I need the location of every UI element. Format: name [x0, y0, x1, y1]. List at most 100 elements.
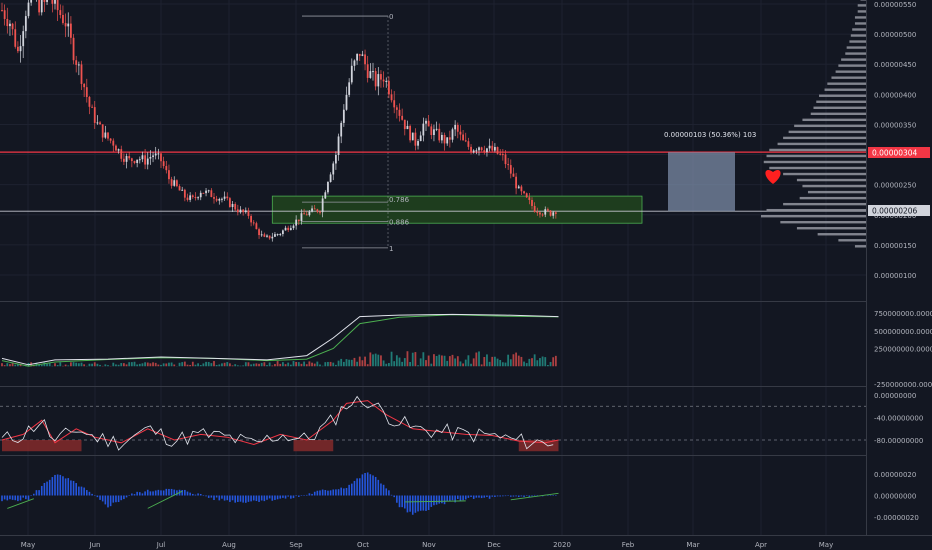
price-pane[interactable]: 0 0.786 0.886 1 0.00000103 (50.36%) 103: [0, 0, 866, 253]
macd-histogram-bar: [406, 495, 409, 513]
candle-body: [231, 204, 234, 208]
candle-body: [191, 195, 194, 198]
candle-body: [263, 234, 266, 237]
macd-signal-segment: [510, 492, 559, 501]
candle-body: [133, 161, 136, 163]
volume-profile-bar: [769, 166, 866, 170]
candle-body: [3, 10, 6, 19]
macd-pane[interactable]: [1, 472, 559, 515]
volume-bar: [443, 355, 446, 367]
candle-body: [62, 14, 64, 24]
projection-box[interactable]: [668, 152, 735, 212]
candle-body: [27, 2, 30, 17]
macd-histogram-bar: [366, 472, 369, 496]
candle-body: [372, 71, 374, 73]
macd-histogram-bar: [88, 491, 91, 496]
macd-histogram-bar: [86, 490, 88, 496]
fibonacci-zone[interactable]: [271, 195, 643, 224]
candle-body: [43, 0, 46, 2]
candle-body: [154, 153, 157, 156]
macd-histogram-bar: [168, 488, 170, 496]
candle-body: [56, 0, 59, 11]
macd-histogram-bar: [258, 495, 260, 502]
volume-profile-bar: [810, 112, 866, 116]
volume-axis[interactable]: 750000000.00000000 500000000.00000000 2500…: [874, 310, 932, 389]
candle-body: [319, 211, 321, 213]
volume-bar: [72, 362, 75, 367]
volume-bar: [117, 364, 120, 367]
macd-histogram-bar: [300, 495, 303, 496]
volume-profile-bar: [766, 154, 866, 158]
candle-body: [512, 173, 515, 177]
macd-histogram-bar: [340, 487, 342, 496]
volume-bar: [226, 362, 229, 367]
volume-bar: [88, 363, 91, 367]
macd-histogram-bar: [199, 494, 202, 496]
volume-bar: [406, 351, 409, 367]
volume-bar: [361, 360, 364, 367]
candle-body: [189, 195, 192, 200]
volume-bar: [115, 364, 117, 367]
candle-body: [491, 145, 494, 151]
volume-profile-bar: [854, 245, 866, 248]
candle-body: [409, 125, 411, 141]
macd-histogram-bar: [274, 495, 276, 500]
macd-tick-label: -0.00000020: [874, 514, 919, 522]
candle-body: [528, 197, 531, 200]
candle-body: [276, 234, 279, 236]
macd-axis[interactable]: 0.00000020 0.00000000 -0.00000020: [874, 471, 919, 522]
time-axis[interactable]: May Jun Jul Aug Sep Oct Nov Dec 2020 Feb Mar Apr May: [21, 541, 833, 549]
volume-profile-bar: [816, 100, 866, 103]
time-tick-label: Oct: [357, 541, 369, 549]
candle-body: [303, 213, 305, 215]
candle-body: [324, 192, 327, 199]
candle-body: [75, 60, 78, 65]
volume-bar: [279, 363, 282, 367]
oscillator-pane[interactable]: [0, 395, 866, 452]
price-tick-label: 0.00000150: [874, 242, 916, 250]
macd-histogram-bar: [149, 491, 152, 496]
macd-histogram-bar: [93, 495, 96, 496]
macd-histogram-bar: [276, 495, 279, 500]
volume-bar: [154, 362, 157, 367]
candle-body: [64, 23, 67, 27]
volume-bar: [162, 363, 165, 367]
macd-histogram-bar: [91, 493, 93, 496]
volume-profile-bar: [857, 4, 866, 7]
volume-bar: [43, 362, 46, 367]
oscillator-axis[interactable]: 0.00000000 -40.00000000 -80.00000000: [874, 392, 923, 445]
macd-histogram-bar: [396, 495, 398, 503]
candle-body: [448, 137, 451, 140]
macd-histogram-bar: [380, 483, 382, 496]
candle-body: [478, 147, 480, 151]
volume-bar: [149, 363, 152, 367]
macd-histogram-bar: [308, 493, 311, 496]
macd-histogram-bar: [316, 490, 319, 496]
volume-pane[interactable]: [1, 313, 559, 367]
candle-body: [441, 134, 443, 141]
volume-profile-bar: [813, 106, 866, 109]
macd-histogram-bar: [234, 495, 236, 503]
volume-profile-bar: [783, 172, 866, 176]
macd-histogram-bar: [247, 495, 250, 502]
macd-histogram-bar: [446, 495, 448, 501]
candle-body: [289, 228, 292, 231]
volume-bar: [456, 356, 459, 367]
volume-bar: [324, 362, 327, 367]
macd-histogram-bar: [202, 495, 205, 497]
volume-bar: [107, 365, 109, 367]
fib-label-0886: 0.886: [389, 218, 410, 226]
volume-bar: [467, 355, 470, 367]
volume-bar: [419, 358, 422, 367]
volume-bar: [9, 364, 11, 367]
candle-body: [157, 153, 160, 155]
candle-body: [117, 149, 120, 151]
volume-bar: [364, 356, 366, 367]
candle-body: [541, 214, 544, 216]
volume-bar: [221, 363, 223, 367]
candle-body: [422, 123, 425, 136]
macd-histogram-bar: [237, 495, 239, 502]
volume-profile-bar: [761, 214, 866, 218]
candle-body: [398, 109, 401, 116]
